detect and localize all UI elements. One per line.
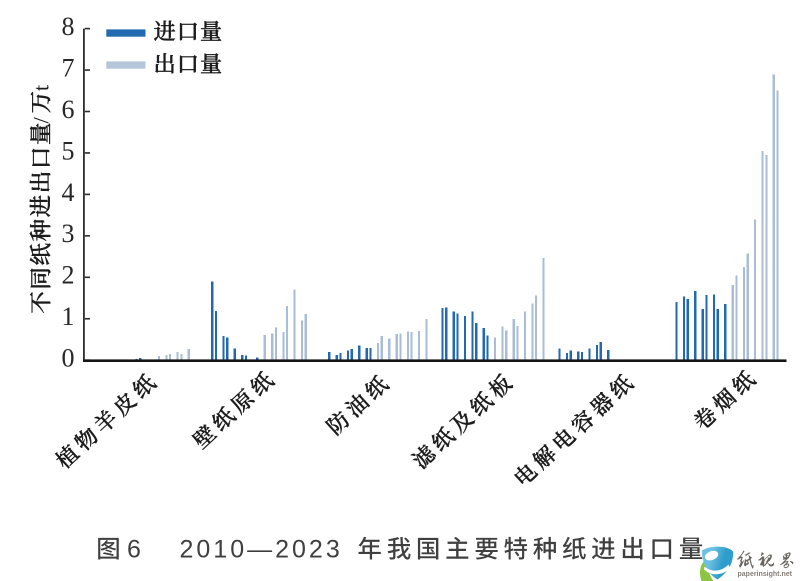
svg-text:2010—2023: 2010—2023 xyxy=(180,536,343,564)
svg-text:6: 6 xyxy=(127,536,141,564)
svg-text:6: 6 xyxy=(62,95,75,124)
svg-text:2: 2 xyxy=(62,261,75,290)
svg-text:8: 8 xyxy=(62,12,75,41)
svg-text:4: 4 xyxy=(62,178,75,207)
svg-text:t: t xyxy=(29,84,54,91)
svg-text:5: 5 xyxy=(62,136,75,165)
svg-text:0: 0 xyxy=(62,344,75,373)
svg-text:3: 3 xyxy=(62,219,75,248)
svg-text:/: / xyxy=(29,116,54,123)
svg-text:1: 1 xyxy=(62,302,75,331)
svg-text:paperinsight.net: paperinsight.net xyxy=(738,571,793,578)
svg-text:7: 7 xyxy=(62,54,75,83)
